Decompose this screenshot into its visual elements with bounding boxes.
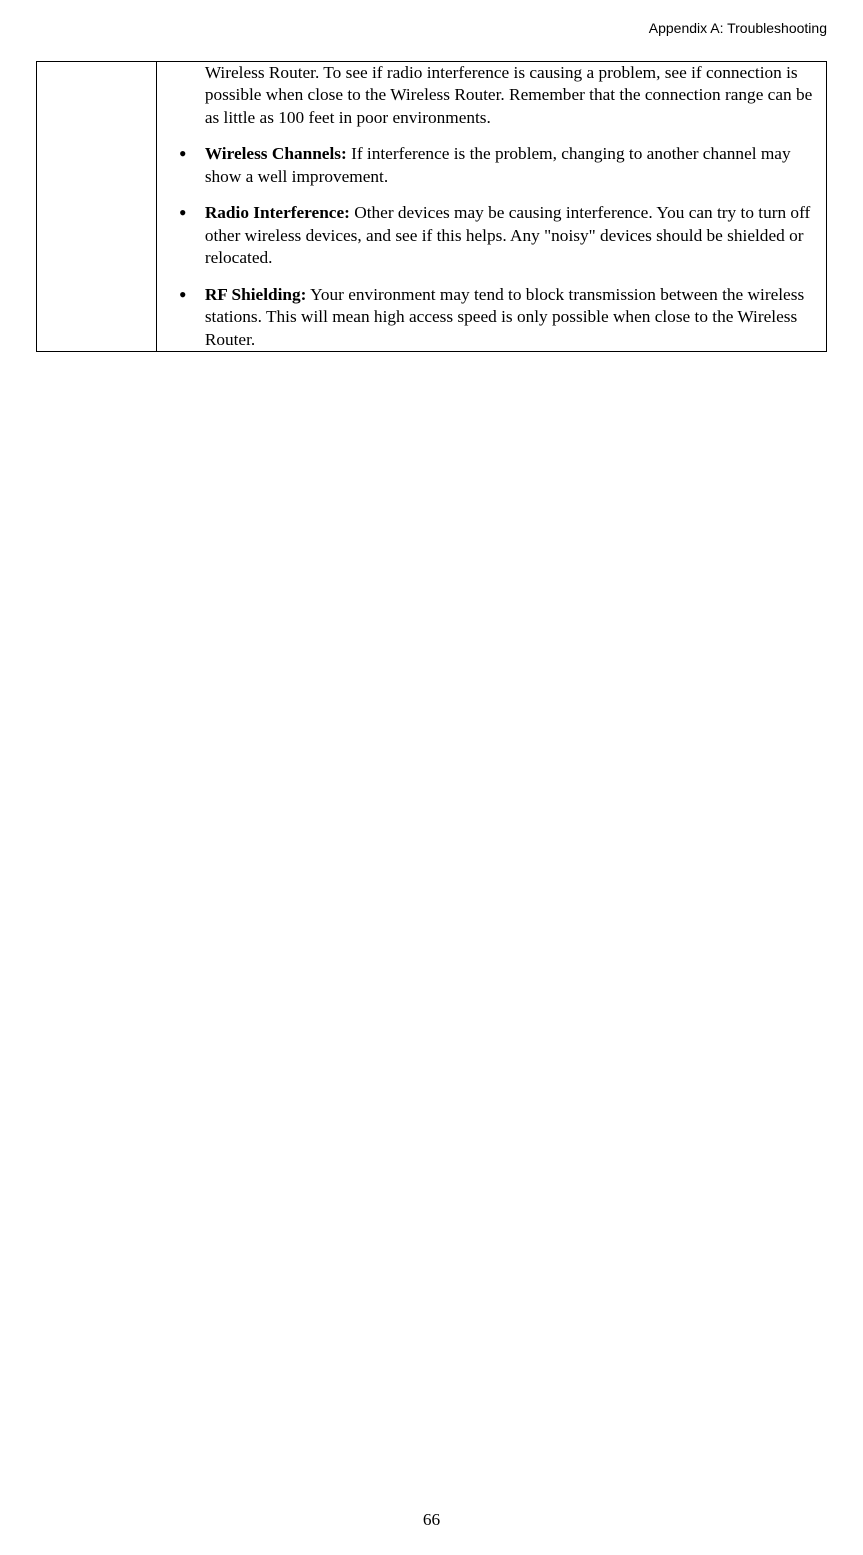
bullet-item-wireless-channels: Wireless Channels: If interference is th… xyxy=(179,143,826,188)
intro-paragraph: Wireless Router. To see if radio interfe… xyxy=(157,62,826,129)
bullet-item-radio-interference: Radio Interference: Other devices may be… xyxy=(179,202,826,269)
table-left-cell xyxy=(37,62,157,352)
table-right-cell: Wireless Router. To see if radio interfe… xyxy=(156,62,826,352)
page-header: Appendix A: Troubleshooting xyxy=(0,0,863,36)
troubleshooting-table: Wireless Router. To see if radio interfe… xyxy=(36,61,827,352)
bullet-label: RF Shielding: xyxy=(205,285,307,304)
bullet-label: Wireless Channels: xyxy=(205,144,347,163)
header-title: Appendix A: Troubleshooting xyxy=(649,20,827,36)
bullet-label: Radio Interference: xyxy=(205,203,350,222)
page-number: 66 xyxy=(0,1510,863,1530)
bullet-item-rf-shielding: RF Shielding: Your environment may tend … xyxy=(179,284,826,351)
bullet-list: Wireless Channels: If interference is th… xyxy=(157,143,826,351)
